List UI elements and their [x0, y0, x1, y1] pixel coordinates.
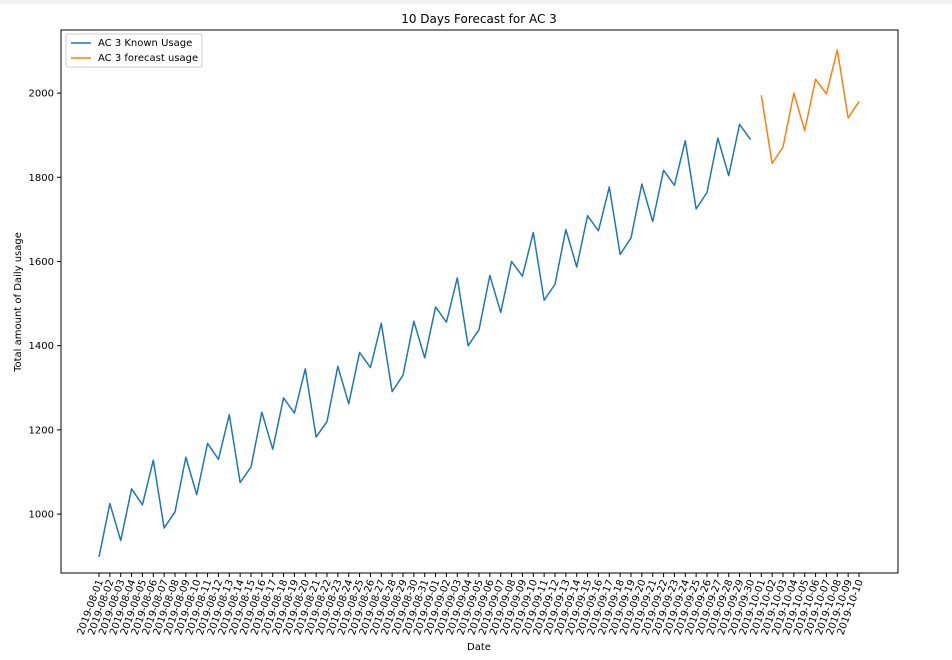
series-line-known-usage — [98, 123, 752, 558]
y-tick-label: 1000 — [29, 510, 54, 521]
y-tick-label: 1600 — [29, 257, 54, 268]
plot-area-frame — [60, 29, 899, 574]
legend-box — [65, 33, 203, 68]
chart-title: 10 Days Forecast for AC 3 — [401, 12, 557, 26]
top-strip — [0, 0, 952, 4]
legend-label-forecast: AC 3 forecast usage — [98, 53, 198, 64]
x-axis-label: Date — [467, 642, 491, 653]
series-line-forecast-usage — [760, 49, 860, 165]
legend: AC 3 Known Usage AC 3 forecast usage — [65, 33, 203, 68]
x-axis: 2019-08-012019-08-022019-08-032019-08-04… — [76, 573, 866, 637]
y-tick-label: 1800 — [29, 173, 54, 184]
y-axis-label: Total amount of Daily usage — [13, 232, 24, 373]
legend-label-known: AC 3 Known Usage — [98, 38, 192, 49]
y-tick-label: 2000 — [29, 89, 54, 100]
y-tick-label: 1400 — [29, 341, 54, 352]
y-tick-label: 1200 — [29, 425, 54, 436]
series-layer — [98, 49, 860, 558]
y-axis: 1000 1200 1400 1600 1800 2000 — [29, 89, 61, 521]
